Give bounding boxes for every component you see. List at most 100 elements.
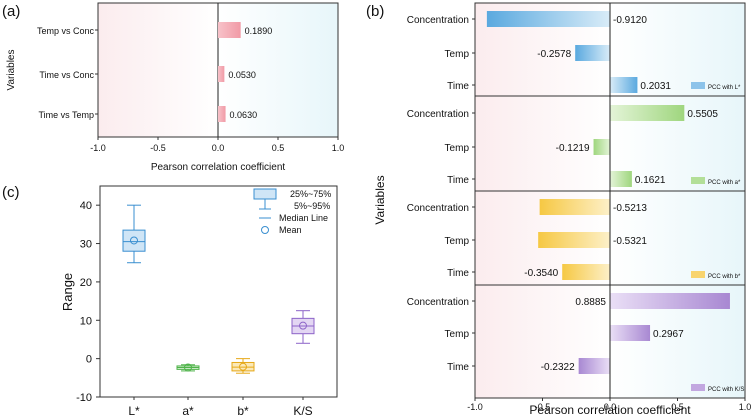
panel-c-mean-marker bbox=[239, 362, 247, 371]
panel-b-legend-label: PCC with K/S bbox=[708, 387, 744, 393]
panel-c-ylabel: Range bbox=[60, 273, 75, 311]
panel-b: -0.9120 Concentration -0.2578 Temp 0.2031 Tim… bbox=[373, 2, 752, 417]
panel-a-xtick-label: -1.0 bbox=[90, 143, 106, 153]
panel-b-category-label: Time bbox=[447, 175, 469, 186]
panel-c-ytick-label: -10 bbox=[76, 392, 92, 404]
panel-b-legend-label: PCC with a* bbox=[708, 180, 741, 186]
panel-b-bar bbox=[562, 264, 610, 280]
panel-a-xtick-label: 0.0 bbox=[212, 143, 225, 153]
panel-a-ylabel: Variables bbox=[6, 50, 17, 91]
panel-c-box bbox=[122, 204, 146, 264]
panel-b-category-label: Concentration bbox=[407, 203, 469, 214]
panel-b-value-label: 0.5505 bbox=[687, 109, 718, 120]
panel-c-legend-box-label: 25%~75% bbox=[290, 189, 331, 199]
panel-b-bar bbox=[593, 139, 610, 155]
panel-b-category-label: Concentration bbox=[407, 109, 469, 120]
panel-b-value-label: -0.9120 bbox=[613, 15, 647, 26]
panel-b-value-label: -0.1219 bbox=[556, 143, 590, 154]
panel-b-category-label: Time bbox=[447, 81, 469, 92]
panel-b-category-label: Temp bbox=[445, 143, 470, 154]
panel-c-legend-median-label: Median Line bbox=[279, 213, 328, 223]
panel-b-value-label: -0.2322 bbox=[541, 362, 575, 373]
panel-b-bar bbox=[486, 11, 610, 27]
panel-b-bar bbox=[610, 171, 632, 187]
panel-a-xtick-label: -0.5 bbox=[150, 143, 166, 153]
panel-b-category-label: Concentration bbox=[407, 297, 469, 308]
panel-a: 0.1890 Temp vs Conc 0.0530 Time vs Conc 0.06… bbox=[6, 2, 345, 173]
panel-b-bar bbox=[610, 325, 651, 341]
panel-label-b: (b) bbox=[366, 3, 384, 20]
panel-c-legend-mean-marker bbox=[261, 226, 269, 234]
panel-a-value-label: 0.0630 bbox=[230, 110, 258, 120]
panel-c-category-label: K/S bbox=[293, 404, 312, 418]
panel-b-legend-swatch bbox=[691, 82, 705, 89]
panel-c-mean-marker bbox=[130, 236, 138, 245]
panel-c-box bbox=[231, 358, 255, 374]
panel-b-xtick-label: 0.0 bbox=[604, 402, 617, 412]
panel-c-box bbox=[176, 363, 200, 372]
panel-b-bar bbox=[578, 358, 610, 374]
panel-b-bar bbox=[610, 105, 685, 121]
panel-b-value-label: 0.2967 bbox=[653, 329, 684, 340]
panel-b-value-label: 0.1621 bbox=[635, 175, 666, 186]
panel-b-legend-swatch bbox=[691, 271, 705, 278]
panel-b-legend-swatch bbox=[691, 384, 705, 391]
panel-a-category-label: Time vs Conc bbox=[39, 70, 94, 80]
panel-b-value-label: -0.5213 bbox=[613, 203, 647, 214]
panel-b-category-label: Concentration bbox=[407, 15, 469, 26]
panel-c-category-label: b* bbox=[237, 404, 249, 418]
panel-c-legend-mean-label: Mean bbox=[279, 225, 302, 235]
panel-b-legend-label: PCC with b* bbox=[708, 274, 741, 280]
panel-b-bar bbox=[610, 77, 638, 93]
panel-a-xtick-label: 0.5 bbox=[272, 143, 285, 153]
panel-b-value-label: 0.2031 bbox=[640, 81, 671, 92]
panel-b-legend-label: PCC with L* bbox=[708, 85, 741, 91]
panel-b-value-label: -0.3540 bbox=[524, 268, 558, 279]
panel-a-bar bbox=[218, 22, 241, 38]
panel-a-bar bbox=[218, 106, 226, 122]
panel-b-legend-swatch bbox=[691, 177, 705, 184]
panel-b-bar bbox=[575, 45, 610, 61]
panel-c-ytick-label: 20 bbox=[80, 277, 92, 289]
panel-b-value-label: 0.8885 bbox=[575, 297, 606, 308]
panel-a-value-label: 0.1890 bbox=[245, 26, 273, 36]
panel-c-ytick-label: 10 bbox=[80, 315, 92, 327]
panel-c-ytick-label: 40 bbox=[80, 200, 92, 212]
panel-c-box bbox=[291, 310, 315, 344]
panel-b-xtick-label: 0.5 bbox=[671, 402, 684, 412]
panel-label-a: (a) bbox=[2, 3, 20, 20]
panel-a-value-label: 0.0530 bbox=[228, 70, 256, 80]
panel-b-category-label: Temp bbox=[445, 329, 470, 340]
panel-c-mean-marker bbox=[184, 363, 192, 372]
panel-a-category-label: Time vs Temp bbox=[38, 110, 94, 120]
panel-a-bar bbox=[218, 66, 225, 82]
panel-c-mean-marker bbox=[299, 321, 307, 330]
panel-b-xlabel: Pearson correlation coefficient bbox=[529, 403, 691, 417]
panel-a-xtick-label: 1.0 bbox=[332, 143, 345, 153]
panel-b-category-label: Time bbox=[447, 362, 469, 373]
panel-b-xtick-label: 1.0 bbox=[739, 402, 752, 412]
panel-b-value-label: -0.5321 bbox=[613, 236, 647, 247]
panel-b-xtick-label: -0.5 bbox=[535, 402, 551, 412]
panel-b-bar bbox=[538, 232, 610, 248]
panel-label-c: (c) bbox=[2, 184, 20, 201]
panel-b-category-label: Time bbox=[447, 268, 469, 279]
panel-c-legend-whisker-label: 5%~95% bbox=[294, 201, 330, 211]
panel-b-category-label: Temp bbox=[445, 236, 470, 247]
panel-c-frame bbox=[99, 185, 338, 398]
panel-c-iqr-box bbox=[122, 229, 146, 252]
panel-b-bar bbox=[539, 199, 610, 215]
panel-b-xtick-label: -1.0 bbox=[467, 402, 483, 412]
panel-c-legend-box bbox=[253, 188, 277, 200]
panel-c-ytick-label: 0 bbox=[86, 354, 92, 366]
panel-b-category-label: Temp bbox=[445, 49, 470, 60]
panel-c-category-label: a* bbox=[182, 404, 194, 418]
panel-c-ytick-label: 30 bbox=[80, 239, 92, 251]
panel-c-category-label: L* bbox=[128, 404, 140, 418]
panel-a-category-label: Temp vs Conc bbox=[37, 26, 95, 36]
panel-b-bar bbox=[610, 293, 730, 309]
panel-a-xlabel: Pearson correlation coefficient bbox=[151, 162, 286, 173]
panel-b-value-label: -0.2578 bbox=[537, 49, 571, 60]
panel-c: -10 0 10 20 30 40 L* a* b* K/S 25%~75% 5%~95% Medi… bbox=[60, 185, 338, 418]
